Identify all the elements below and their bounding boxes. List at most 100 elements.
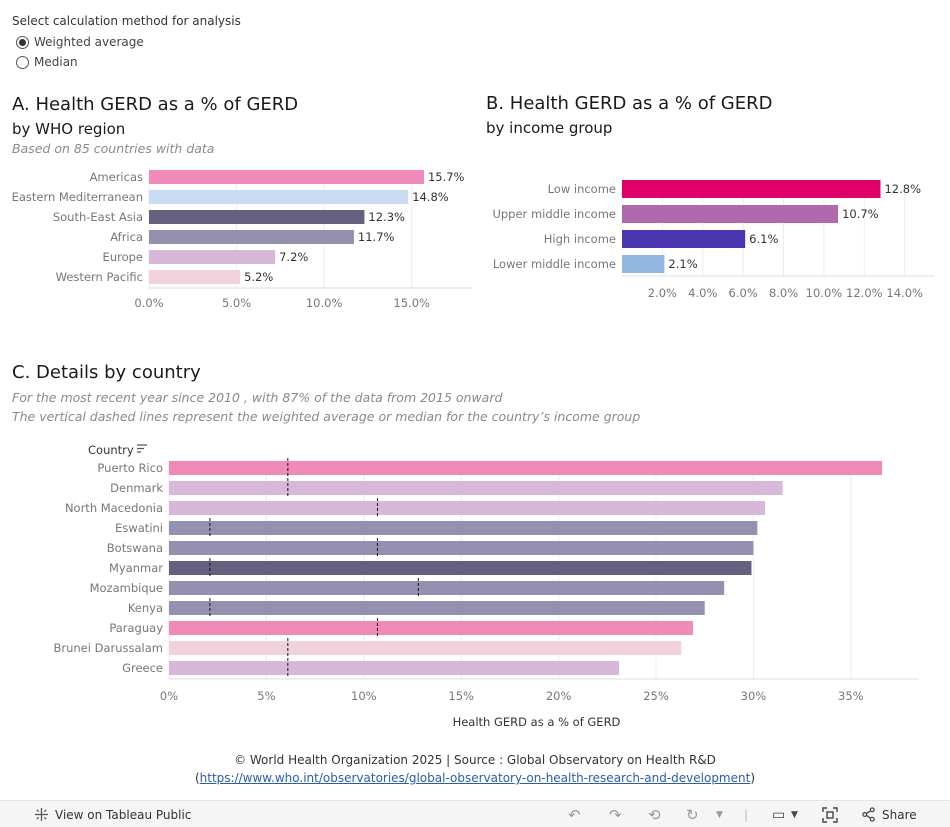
category-label: Myanmar (109, 561, 163, 575)
income-group-bar-chart: Low income 12.8% Upper middle income 10.7% H… (492, 180, 935, 300)
bar (169, 541, 754, 555)
bar (149, 190, 409, 204)
tick-label: 6.0% (729, 286, 758, 300)
panel-b-title: B. Health GERD as a % of GERD (486, 93, 773, 114)
tick-label: 0% (160, 689, 178, 703)
tick-label: 35% (838, 689, 864, 703)
data-label: 12.8% (884, 182, 921, 196)
bar (149, 230, 354, 244)
comment-dropdown-chevron-icon[interactable]: ▼ (791, 809, 798, 820)
bar (169, 601, 705, 615)
category-label: South-East Asia (53, 210, 143, 224)
bar (169, 461, 882, 475)
column-header: Country (88, 443, 134, 457)
category-label: Americas (90, 170, 143, 184)
panel-b-subtitle: by income group (486, 119, 613, 137)
bar (622, 205, 839, 223)
panel-a-subtitle: by WHO region (12, 120, 126, 138)
panel-c-note-1: For the most recent year since 2010 , wi… (12, 390, 503, 405)
bar (622, 230, 746, 248)
bar (169, 581, 725, 595)
tick-label: 20% (546, 689, 572, 703)
x-axis-title: Health GERD as a % of GERD (453, 715, 621, 729)
sort-icon (137, 444, 147, 453)
panel-c-title: C. Details by country (12, 362, 201, 383)
category-label: Brunei Darussalam (53, 641, 163, 655)
tick-label: 5% (257, 689, 275, 703)
bar (169, 481, 783, 495)
tick-label: 5.0% (222, 296, 251, 310)
data-label: 10.7% (842, 207, 879, 221)
data-label: 2.1% (668, 257, 697, 271)
tick-label: 25% (643, 689, 669, 703)
tableau-toolbar: View on Tableau Public ↶ ↷ ⟲ ↻ ▼ | ▭ ▼ S… (0, 800, 950, 827)
tick-label: 10.0% (806, 286, 843, 300)
data-label: 6.1% (749, 232, 778, 246)
category-label: Upper middle income (492, 207, 616, 221)
bar (622, 180, 881, 198)
category-label: Puerto Rico (97, 461, 163, 475)
category-label: Low income (548, 182, 616, 196)
source-link[interactable]: https://www.who.int/observatories/global… (199, 771, 751, 785)
bar (622, 255, 665, 273)
share-icon (862, 807, 875, 822)
radio-selected-icon[interactable] (16, 35, 29, 49)
toolbar-divider: | (744, 807, 749, 822)
share-button[interactable]: Share (861, 801, 917, 827)
panel-a-note: Based on 85 countries with data (12, 141, 215, 156)
fullscreen-icon[interactable] (822, 801, 838, 827)
source-link-line: (https://www.who.int/observatories/globa… (0, 771, 950, 785)
category-label: Denmark (110, 481, 163, 495)
tick-label: 12.0% (846, 286, 883, 300)
refresh-dropdown-chevron-icon[interactable]: ▼ (716, 809, 723, 820)
category-label: Europe (103, 250, 143, 264)
close-paren: ) (750, 771, 756, 785)
tick-label: 10% (351, 689, 377, 703)
category-label: Mozambique (90, 581, 163, 595)
comment-icon[interactable]: ▭ (772, 806, 786, 823)
panel-c-note-2: The vertical dashed lines represent the … (12, 409, 641, 424)
tick-label: 14.0% (886, 286, 923, 300)
bar (149, 210, 365, 224)
country-bar-chart: Puerto Rico Denmark North Macedonia Eswatin… (53, 443, 919, 729)
data-label: 14.8% (412, 190, 449, 204)
panel-a-title: A. Health GERD as a % of GERD (12, 94, 299, 115)
radio-weighted-average[interactable]: Weighted average (16, 33, 144, 51)
radio-weighted-average-label: Weighted average (34, 35, 144, 49)
category-label: Botswana (107, 541, 163, 555)
open-paren: ( (194, 771, 200, 785)
bar (169, 521, 758, 535)
category-label: Paraguay (109, 621, 163, 635)
radio-unselected-icon[interactable] (16, 55, 29, 69)
undo-icon[interactable]: ↶ (568, 805, 581, 824)
category-label: Eastern Mediterranean (12, 190, 143, 204)
tick-label: 8.0% (769, 286, 798, 300)
redo-icon[interactable]: ↷ (609, 805, 622, 824)
bar (169, 501, 766, 515)
data-label: 7.2% (279, 250, 308, 264)
copyright-source: © World Health Organization 2025 | Sourc… (234, 753, 716, 767)
category-label: North Macedonia (65, 501, 163, 515)
data-label: 11.7% (358, 230, 395, 244)
data-label: 15.7% (428, 170, 465, 184)
category-label: Lower middle income (493, 257, 616, 271)
radio-median[interactable]: Median (16, 53, 78, 71)
who-region-bar-chart: Americas 15.7% Eastern Mediterranean 14.8% S… (12, 170, 473, 310)
category-label: Eswatini (115, 521, 163, 535)
fullscreen-glyph-icon (822, 806, 838, 823)
revert-icon[interactable]: ⟲ (648, 805, 661, 824)
category-label: Western Pacific (56, 270, 143, 284)
tick-label: 30% (741, 689, 767, 703)
calc-method-label: Select calculation method for analysis (12, 14, 241, 28)
data-label: 12.3% (368, 210, 405, 224)
category-label: Greece (122, 661, 163, 675)
tick-label: 4.0% (688, 286, 717, 300)
tick-label: 2.0% (648, 286, 677, 300)
category-label: Africa (110, 230, 143, 244)
radio-median-label: Median (34, 55, 78, 69)
bar (169, 661, 619, 675)
refresh-icon[interactable]: ↻ (686, 805, 699, 824)
bar (169, 641, 682, 655)
view-on-tableau-button[interactable]: View on Tableau Public (34, 801, 191, 827)
bar (149, 170, 424, 184)
